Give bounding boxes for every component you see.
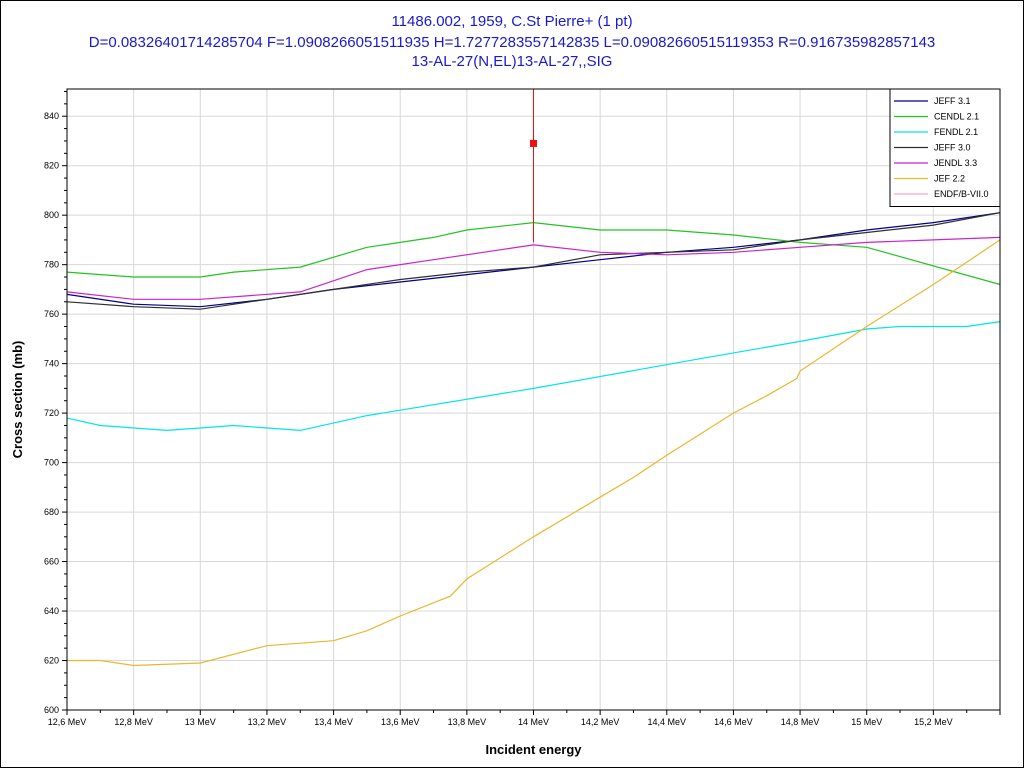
series-line-2	[66, 321, 1001, 432]
legend-label: ENDF/B-VII.0	[934, 189, 989, 199]
y-tick-label: 760	[44, 309, 59, 319]
chart-title-line-2: D=0.08326401714285704 F=1.09082660515119…	[88, 34, 936, 51]
x-tick-label: 12,6 MeV	[48, 717, 87, 727]
y-tick-label: 820	[44, 161, 59, 171]
y-tick-label: 840	[44, 111, 59, 121]
series-line-3	[66, 212, 1001, 310]
x-tick-label: 12,8 MeV	[114, 717, 153, 727]
y-tick-label: 700	[44, 458, 59, 468]
series-line-4	[66, 236, 1001, 300]
y-tick-label: 800	[44, 210, 59, 220]
x-tick-label: 14,2 MeV	[581, 717, 620, 727]
series-line-1	[66, 221, 1001, 286]
x-tick-label: 13,2 MeV	[248, 717, 287, 727]
legend-label: JEF 2.2	[934, 174, 965, 184]
y-tick-label: 600	[44, 705, 59, 715]
chart-title-line-3: 13-AL-27(N,EL)13-AL-27,,SIG	[411, 53, 613, 70]
x-tick-label: 13,8 MeV	[448, 717, 487, 727]
x-tick-label: 14,6 MeV	[714, 717, 753, 727]
y-tick-label: 720	[44, 408, 59, 418]
x-tick-label: 13 MeV	[185, 717, 216, 727]
x-tick-label: 15 MeV	[851, 717, 882, 727]
x-tick-label: 13,4 MeV	[314, 717, 353, 727]
data-point	[530, 139, 537, 147]
experimental-points	[530, 89, 537, 243]
y-tick-label: 660	[44, 557, 59, 567]
y-axis-label: Cross section (mb)	[10, 341, 25, 459]
series-group	[66, 212, 1001, 667]
y-tick-label: 680	[44, 507, 59, 517]
axes: 12,6 MeV 12,8 MeV 13 MeV 13,2 MeV 13,4 MeV 13…	[44, 90, 1001, 727]
legend-label: JEFF 3.0	[934, 143, 971, 153]
x-tick-label: 14 MeV	[518, 717, 549, 727]
series-line-5	[67, 239, 1001, 667]
legend-label: JENDL 3.3	[934, 158, 977, 168]
x-tick-label: 13,6 MeV	[381, 717, 420, 727]
y-tick-label: 780	[44, 260, 59, 270]
x-tick-label: 14,4 MeV	[648, 717, 687, 727]
legend: JEFF 3.1 CENDL 2.1 FENDL 2.1 JEFF 3.0 JENDL …	[889, 88, 1001, 207]
y-tick-label: 740	[44, 359, 59, 369]
legend-label: FENDL 2.1	[934, 127, 978, 137]
x-axis-label: Incident energy	[485, 742, 582, 757]
y-tick-label: 620	[44, 656, 59, 666]
x-tick-label: 14,8 MeV	[781, 717, 820, 727]
x-tick-label: 15,2 MeV	[914, 717, 953, 727]
y-tick-label: 640	[44, 606, 59, 616]
legend-label: JEFF 3.1	[934, 96, 971, 106]
chart-title-line-1: 11486.002, 1959, C.St Pierre+ (1 pt)	[391, 13, 633, 30]
legend-label: CENDL 2.1	[934, 112, 979, 122]
